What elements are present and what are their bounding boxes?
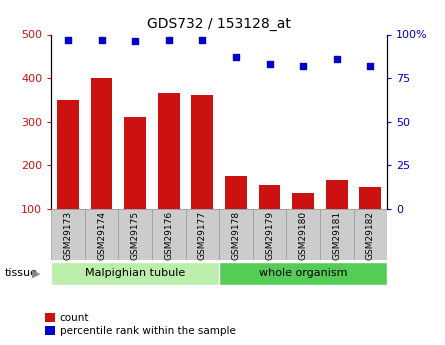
Bar <box>91 78 113 252</box>
Point <box>266 61 273 67</box>
Point <box>333 56 340 62</box>
Bar <box>360 187 381 252</box>
Point <box>367 63 374 69</box>
Bar <box>186 209 219 260</box>
Bar <box>51 209 85 260</box>
Text: GSM29179: GSM29179 <box>265 211 274 260</box>
Text: GSM29181: GSM29181 <box>332 211 341 260</box>
Bar <box>51 262 219 285</box>
Bar <box>85 209 118 260</box>
Text: whole organism: whole organism <box>259 268 348 278</box>
Legend: count, percentile rank within the sample: count, percentile rank within the sample <box>45 313 236 336</box>
Bar <box>219 262 387 285</box>
Text: GSM29180: GSM29180 <box>299 211 307 260</box>
Text: GSM29174: GSM29174 <box>97 211 106 260</box>
Point <box>299 63 307 69</box>
Bar <box>225 176 247 252</box>
Bar <box>219 209 253 260</box>
Text: GSM29182: GSM29182 <box>366 211 375 260</box>
Point <box>132 39 139 44</box>
Text: GSM29173: GSM29173 <box>64 211 73 260</box>
Point <box>65 37 72 42</box>
Bar <box>320 209 354 260</box>
Bar <box>259 185 280 252</box>
Bar <box>57 100 79 252</box>
Bar <box>353 209 387 260</box>
Bar <box>152 209 186 260</box>
Bar <box>326 180 348 252</box>
Bar <box>292 194 314 252</box>
Bar <box>118 209 152 260</box>
Text: tissue: tissue <box>4 268 37 278</box>
Bar <box>191 96 213 252</box>
Text: Malpighian tubule: Malpighian tubule <box>85 268 185 278</box>
Title: GDS732 / 153128_at: GDS732 / 153128_at <box>147 17 291 31</box>
Text: GSM29175: GSM29175 <box>131 211 140 260</box>
Text: GSM29178: GSM29178 <box>231 211 240 260</box>
Point <box>165 37 172 42</box>
Bar <box>253 209 287 260</box>
Point <box>199 37 206 42</box>
Point <box>232 55 239 60</box>
Bar <box>287 209 320 260</box>
Text: GSM29177: GSM29177 <box>198 211 207 260</box>
Bar <box>158 93 180 252</box>
Bar <box>124 117 146 252</box>
Point <box>98 37 105 42</box>
Text: ▶: ▶ <box>32 268 40 278</box>
Text: GSM29176: GSM29176 <box>164 211 173 260</box>
